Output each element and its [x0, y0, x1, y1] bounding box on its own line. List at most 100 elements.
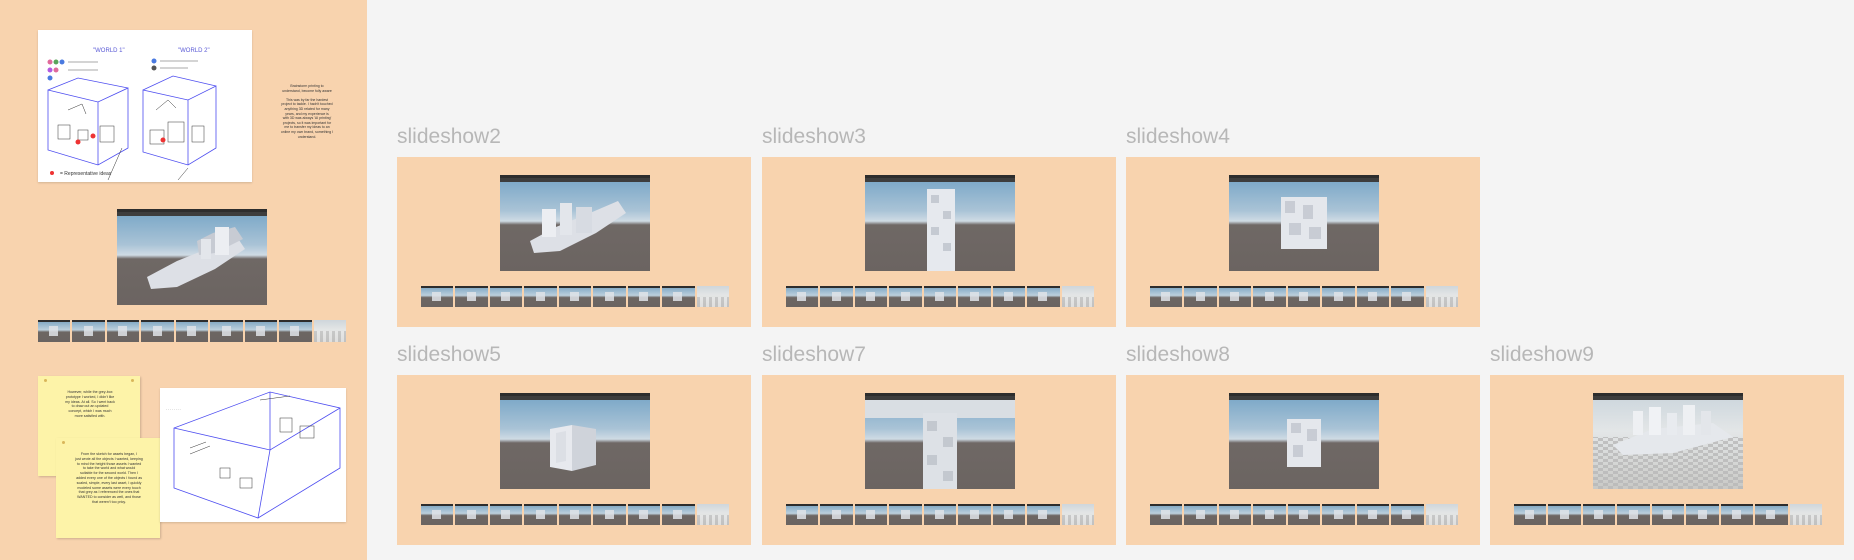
thumbnail[interactable]: [1150, 286, 1183, 307]
thumbnail[interactable]: [923, 286, 957, 307]
thumbnail[interactable]: [627, 286, 661, 307]
thumbnail[interactable]: [1582, 504, 1616, 525]
thumbnail[interactable]: [1356, 504, 1390, 525]
viewport-scene: [865, 400, 1015, 489]
brainstorm-note[interactable]: Brainstorm printing to understand, becom…: [280, 84, 334, 139]
sticky-note[interactable]: From the sketch for assets began, I just…: [56, 438, 160, 538]
thumbnail[interactable]: [1061, 504, 1094, 525]
slideshow-viewport[interactable]: [500, 393, 650, 489]
viewport-scene: [927, 189, 955, 271]
thumbnail[interactable]: [1061, 286, 1094, 307]
slideshow-viewport[interactable]: [1229, 175, 1379, 271]
slideshow-5[interactable]: slideshow5: [397, 343, 751, 545]
thumbnail[interactable]: [421, 286, 454, 307]
thumbnail[interactable]: [889, 286, 922, 307]
thumbnail[interactable]: [1425, 286, 1458, 307]
thumbnail[interactable]: [1686, 504, 1719, 525]
slideshow-3[interactable]: slideshow3: [762, 125, 1116, 327]
thumbnail[interactable]: [1184, 504, 1217, 525]
thumbnail[interactable]: [421, 504, 454, 525]
thumbnail[interactable]: [1184, 286, 1217, 307]
thumbnail[interactable]: [1789, 504, 1822, 525]
thumbnail[interactable]: [1218, 504, 1252, 525]
slideshow-9[interactable]: slideshow9: [1490, 343, 1844, 545]
slideshow-4[interactable]: slideshow4: [1126, 125, 1480, 327]
thumbnail[interactable]: [558, 504, 592, 525]
thumbnail[interactable]: [1027, 286, 1060, 307]
thumbnail[interactable]: [1391, 504, 1424, 525]
thumbnail[interactable]: [696, 286, 729, 307]
thumbnail[interactable]: [854, 504, 888, 525]
thumbnail[interactable]: [175, 320, 209, 342]
thumbnail[interactable]: [786, 286, 819, 307]
thumbnail[interactable]: [38, 320, 71, 342]
slideshow-viewport[interactable]: [865, 393, 1015, 489]
thumbnail[interactable]: [210, 320, 243, 342]
thumbnail[interactable]: [1150, 504, 1183, 525]
slideshow-viewport[interactable]: [500, 175, 650, 271]
thumbnail[interactable]: [1322, 286, 1355, 307]
world-concept-sketch[interactable]: "WORLD 1" "WORLD 2": [38, 30, 252, 182]
slideshow-filmstrip: [421, 286, 729, 307]
thumbnail[interactable]: [1755, 504, 1788, 525]
thumbnail[interactable]: [141, 320, 174, 342]
thumbnail[interactable]: [593, 504, 626, 525]
thumbnail[interactable]: [1218, 286, 1252, 307]
thumbnail[interactable]: [106, 320, 140, 342]
thumbnail[interactable]: [1287, 286, 1321, 307]
thumbnail[interactable]: [1514, 504, 1547, 525]
thumbnail[interactable]: [279, 320, 312, 342]
thumbnail[interactable]: [1322, 504, 1355, 525]
slideshow-viewport[interactable]: [1229, 393, 1379, 489]
thumbnail[interactable]: [1027, 504, 1060, 525]
thumbnail[interactable]: [72, 320, 105, 342]
thumbnail[interactable]: [889, 504, 922, 525]
thumbnail[interactable]: [820, 286, 853, 307]
thumbnail[interactable]: [489, 286, 523, 307]
thumbnail[interactable]: [1253, 504, 1286, 525]
thumbnail[interactable]: [455, 504, 488, 525]
thumbnail[interactable]: [854, 286, 888, 307]
thumbnail[interactable]: [1720, 504, 1754, 525]
left-filmstrip: [38, 320, 346, 342]
thumbnail[interactable]: [1548, 504, 1581, 525]
thumbnail[interactable]: [662, 286, 695, 307]
thumbnail[interactable]: [1391, 286, 1424, 307]
pin-icon: [62, 441, 65, 444]
thumbnail[interactable]: [1425, 504, 1458, 525]
perspective-sketch[interactable]: . . . . . . . .: [160, 388, 346, 522]
thumbnail[interactable]: [1287, 504, 1321, 525]
thumbnail[interactable]: [992, 504, 1026, 525]
thumbnail[interactable]: [593, 286, 626, 307]
slideshow-label: slideshow7: [762, 343, 866, 366]
thumbnail[interactable]: [244, 320, 278, 342]
thumbnail[interactable]: [313, 320, 346, 342]
thumbnail[interactable]: [958, 504, 991, 525]
thumbnail[interactable]: [662, 504, 695, 525]
slideshow-2[interactable]: slideshow2: [397, 125, 751, 327]
thumbnail[interactable]: [786, 504, 819, 525]
thumbnail[interactable]: [455, 286, 488, 307]
thumbnail[interactable]: [489, 504, 523, 525]
slideshow-8[interactable]: slideshow8: [1126, 343, 1480, 545]
thumbnail[interactable]: [1253, 286, 1286, 307]
slideshow-7[interactable]: slideshow7: [762, 343, 1116, 545]
thumbnail[interactable]: [958, 286, 991, 307]
thumbnail[interactable]: [524, 504, 557, 525]
thumbnail[interactable]: [696, 504, 729, 525]
slideshow-filmstrip: [786, 504, 1094, 525]
thumbnail[interactable]: [524, 286, 557, 307]
thumbnail[interactable]: [923, 504, 957, 525]
thumbnail[interactable]: [1356, 286, 1390, 307]
thumbnail[interactable]: [992, 286, 1026, 307]
left-main-viewport[interactable]: [117, 209, 267, 305]
slideshow-viewport[interactable]: [865, 175, 1015, 271]
thumbnail[interactable]: [1617, 504, 1650, 525]
slideshow-label: slideshow4: [1126, 125, 1230, 148]
slideshow-label: slideshow8: [1126, 343, 1230, 366]
thumbnail[interactable]: [820, 504, 853, 525]
slideshow-viewport[interactable]: [1593, 393, 1743, 489]
thumbnail[interactable]: [627, 504, 661, 525]
thumbnail[interactable]: [1651, 504, 1685, 525]
thumbnail[interactable]: [558, 286, 592, 307]
